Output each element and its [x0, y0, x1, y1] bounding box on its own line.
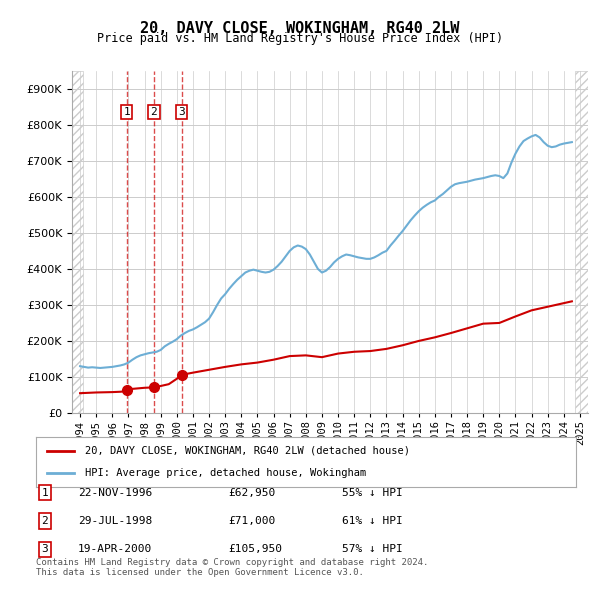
- Text: 19-APR-2000: 19-APR-2000: [78, 545, 152, 554]
- Text: 2: 2: [41, 516, 49, 526]
- Text: £62,950: £62,950: [228, 488, 275, 497]
- Text: Contains HM Land Registry data © Crown copyright and database right 2024.
This d: Contains HM Land Registry data © Crown c…: [36, 558, 428, 577]
- Text: 61% ↓ HPI: 61% ↓ HPI: [342, 516, 403, 526]
- Text: 20, DAVY CLOSE, WOKINGHAM, RG40 2LW (detached house): 20, DAVY CLOSE, WOKINGHAM, RG40 2LW (det…: [85, 445, 410, 455]
- Text: Price paid vs. HM Land Registry's House Price Index (HPI): Price paid vs. HM Land Registry's House …: [97, 32, 503, 45]
- Text: 57% ↓ HPI: 57% ↓ HPI: [342, 545, 403, 554]
- Text: 3: 3: [178, 107, 185, 117]
- Text: 1: 1: [124, 107, 130, 117]
- Text: 22-NOV-1996: 22-NOV-1996: [78, 488, 152, 497]
- Text: £105,950: £105,950: [228, 545, 282, 554]
- Text: 1: 1: [41, 488, 49, 497]
- Text: 20, DAVY CLOSE, WOKINGHAM, RG40 2LW: 20, DAVY CLOSE, WOKINGHAM, RG40 2LW: [140, 21, 460, 35]
- Text: 29-JUL-1998: 29-JUL-1998: [78, 516, 152, 526]
- Text: 55% ↓ HPI: 55% ↓ HPI: [342, 488, 403, 497]
- Text: 2: 2: [151, 107, 157, 117]
- Text: £71,000: £71,000: [228, 516, 275, 526]
- Text: HPI: Average price, detached house, Wokingham: HPI: Average price, detached house, Woki…: [85, 468, 366, 478]
- Text: 3: 3: [41, 545, 49, 554]
